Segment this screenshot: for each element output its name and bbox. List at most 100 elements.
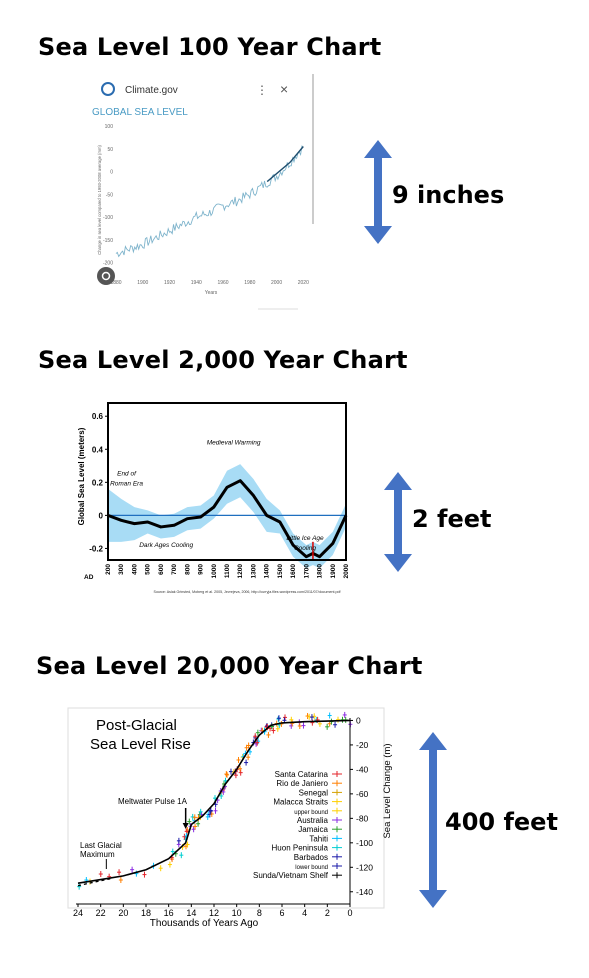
chart-title: GLOBAL SEA LEVEL	[92, 107, 188, 118]
y-tick-label: -140	[356, 887, 373, 897]
y-tick-label: -100	[103, 215, 113, 221]
section-title-100-year: Sea Level 100 Year Chart	[38, 33, 382, 61]
x-tick-label: 1900	[330, 564, 337, 579]
y-tick-label: -0.2	[89, 544, 103, 553]
y-tick-label: -20	[356, 740, 369, 750]
x-tick-label: 600	[158, 564, 165, 575]
climate-gov-logo-icon	[101, 82, 115, 96]
x-tick-label: 1600	[290, 564, 297, 579]
x-tick-label: 12	[209, 908, 219, 918]
y-tick-label: -40	[356, 764, 369, 774]
y-tick-label: 0	[99, 511, 104, 520]
arrow-label-2-feet: 2 feet	[412, 505, 492, 533]
source-note: Source: Aslak Grinsted, Moberg et al. 20…	[154, 590, 341, 594]
x-tick-label: 800	[184, 564, 191, 575]
chart-title-2: Sea Level Rise	[90, 736, 191, 753]
y-axis-label: Sea Level Change (m)	[382, 743, 393, 838]
arrow-head-down	[364, 226, 392, 244]
y-tick-label: -150	[103, 238, 113, 244]
source-label: Climate.gov	[125, 85, 178, 96]
arrow-head-up	[364, 140, 392, 158]
y-tick-label: 0	[110, 170, 113, 176]
x-prefix-label: AD	[84, 574, 94, 581]
x-tick-label: 400	[131, 564, 138, 575]
legend-entry: Tahiti	[309, 834, 328, 843]
arrow-2000-year	[384, 472, 412, 572]
y-tick-label: -200	[103, 261, 113, 267]
annotation-little-ice-age-2: Cooling	[294, 545, 316, 552]
y-tick-label: 0	[356, 715, 361, 725]
legend-entry: Huon Peninsula	[272, 844, 329, 853]
legend-entry: lower bound	[295, 865, 328, 871]
arrow-shaft	[394, 488, 402, 556]
annotation-end-of-roman-era-2: Roman Era	[110, 481, 143, 488]
arrow-head-down	[384, 554, 412, 572]
y-tick-label: -50	[106, 192, 113, 198]
legend-entry: Jamaica	[298, 825, 328, 834]
x-tick-label: 1500	[277, 564, 284, 579]
legend-entry: Barbados	[294, 853, 328, 862]
arrow-label-400-feet: 400 feet	[445, 808, 558, 836]
y-tick-label: -120	[356, 862, 373, 872]
series-line	[107, 479, 348, 559]
series-line-raw	[115, 145, 303, 258]
chart-2000-year: 0.6 0.4 0.2 0 -0.2 200 300 400 500 600 700 800 900 10…	[77, 402, 350, 594]
arrow-shaft	[374, 156, 382, 228]
x-tick-label: 900	[198, 564, 205, 575]
y-axis-label: Change in sea level compared to 1993-200…	[97, 145, 102, 255]
uncertainty-band	[108, 464, 346, 569]
x-tick-label: 1700	[303, 564, 310, 579]
plot-frame	[107, 402, 347, 561]
x-tick-label: 20	[118, 908, 128, 918]
x-tick-label: 200	[105, 564, 112, 575]
x-tick-label: 1100	[224, 564, 231, 578]
annotation-dark-ages-cooling: Dark Ages Cooling	[139, 542, 193, 549]
y-tick-label: 50	[107, 147, 113, 153]
arrow-head-down	[419, 890, 447, 908]
x-tick-label: 8	[257, 908, 262, 918]
x-tick-label: 700	[171, 564, 178, 575]
y-tick-label: 0.2	[92, 478, 104, 487]
x-tick-label: 1800	[317, 564, 324, 579]
legend-entry: Santa Catarina	[275, 770, 329, 779]
series-line	[77, 719, 351, 884]
x-tick-label: 24	[73, 908, 83, 918]
x-tick-label: 2000	[271, 280, 282, 286]
x-tick-label: 1900	[137, 280, 148, 286]
series-line-satellite	[266, 146, 304, 183]
x-tick-label: 2000	[343, 564, 350, 579]
annotation-medieval-warming: Medieval Warming	[207, 439, 261, 446]
y-tick-label: -100	[356, 838, 373, 848]
legend-entry: upper bound	[294, 810, 328, 816]
chart-title: Post-Glacial	[96, 717, 177, 734]
legend-entry: Malacca Straits	[273, 798, 328, 807]
annotation-lgm: Last Glacial	[80, 841, 122, 850]
more-icon: ⋮	[256, 83, 268, 97]
chart-20000-year: 24 22 20 18 16 14 12 10 8 6 4 2 00-20-40-60-80-100-1…	[67, 707, 393, 929]
lens-icon[interactable]	[97, 267, 115, 285]
x-tick-label: 14	[186, 908, 196, 918]
x-tick-label: 1980	[244, 280, 255, 286]
arrow-head-up	[419, 732, 447, 750]
x-tick-label: 6	[279, 908, 284, 918]
annotation-meltwater-pulse: Meltwater Pulse 1A	[118, 797, 188, 806]
x-tick-label: 1300	[250, 564, 257, 579]
legend-entry: Rio de Janiero	[276, 779, 328, 788]
x-tick-label: 1000	[211, 564, 218, 579]
x-tick-label: 2	[325, 908, 330, 918]
arrow-shaft	[429, 748, 437, 892]
y-axis-label: Global Sea Level (meters)	[77, 427, 86, 525]
close-icon[interactable]: ×	[280, 81, 288, 97]
legend-entry: Australia	[297, 816, 329, 825]
x-tick-label: 1400	[264, 564, 271, 579]
chart-card-100-year: Climate.gov ⋮ × GLOBAL SEA LEVEL 100 50 0 -…	[78, 74, 318, 310]
x-tick-label: 10	[232, 908, 242, 918]
x-axis-label: Years	[205, 290, 218, 296]
x-tick-label: 500	[145, 564, 152, 575]
y-tick-label: -60	[356, 789, 369, 799]
arrow-label-9-inches: 9 inches	[392, 181, 505, 209]
y-tick-label: -80	[356, 813, 369, 823]
chart-100-year: Climate.gov ⋮ × GLOBAL SEA LEVEL 100 50 0 -…	[92, 74, 314, 310]
x-tick-label: 1940	[191, 280, 202, 286]
x-tick-label: 0	[347, 908, 352, 918]
